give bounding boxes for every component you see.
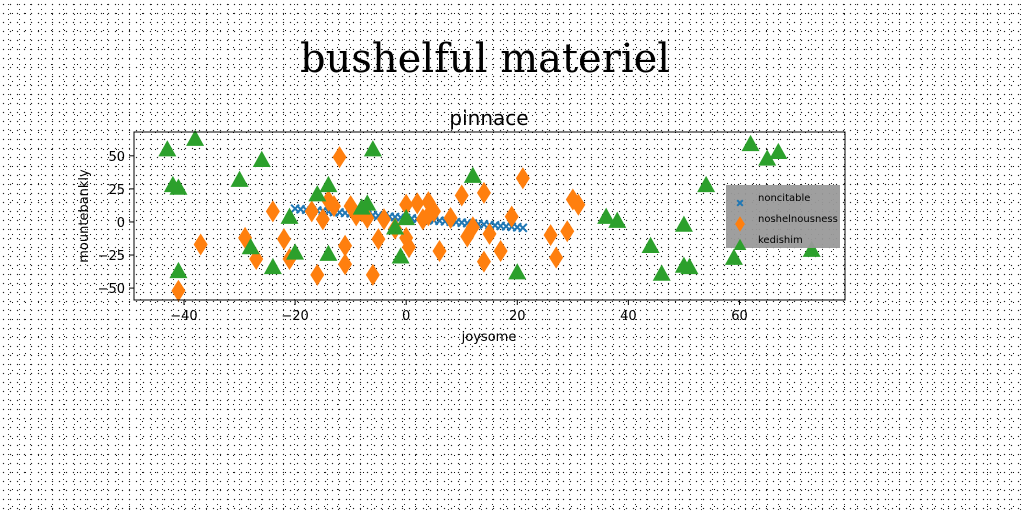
x-tick-label: 0 bbox=[402, 309, 410, 324]
data-point-kedishim bbox=[186, 129, 205, 146]
data-point-kedishim bbox=[263, 257, 282, 275]
data-point-noshelnousness bbox=[443, 206, 458, 229]
legend-marker-kedishim bbox=[733, 238, 747, 251]
legend-label: noncitable bbox=[758, 193, 810, 204]
y-tick-label: 50 bbox=[108, 150, 125, 165]
data-point-noshelnousness bbox=[276, 228, 291, 251]
data-point-kedishim bbox=[252, 150, 271, 167]
data-point-kedishim bbox=[724, 248, 743, 265]
data-point-noshelnousness bbox=[338, 234, 353, 257]
data-point-noshelnousness bbox=[310, 263, 325, 286]
data-point-noshelnousness bbox=[371, 228, 386, 251]
data-point-noshelnousness bbox=[560, 220, 575, 243]
data-point-kedishim bbox=[319, 244, 338, 261]
legend-label: noshelnousness bbox=[758, 214, 838, 225]
data-point-kedishim bbox=[280, 207, 299, 224]
x-axis: −40 −20 0 20 40 60 bbox=[170, 300, 748, 324]
data-point-noshelnousness bbox=[401, 236, 416, 259]
data-point-kedishim bbox=[363, 140, 382, 157]
legend: noncitable noshelnousness kedishim bbox=[726, 185, 840, 251]
data-point-noshelnousness bbox=[193, 233, 208, 256]
data-point-noshelnousness bbox=[376, 208, 391, 231]
x-axis-label: joysome bbox=[461, 330, 517, 345]
data-point-kedishim bbox=[674, 215, 693, 232]
data-point-kedishim bbox=[386, 218, 405, 235]
data-point-noshelnousness bbox=[171, 279, 186, 302]
data-point-noshelnousness bbox=[476, 181, 491, 204]
y-tick-label: 0 bbox=[117, 216, 125, 231]
data-point-noshelnousness bbox=[482, 222, 497, 245]
data-point-kedishim bbox=[391, 247, 410, 264]
x-tick-label: −40 bbox=[170, 309, 197, 324]
data-point-noshelnousness bbox=[338, 253, 353, 276]
data-point-kedishim bbox=[697, 175, 716, 193]
data-point-noshelnousness bbox=[493, 240, 508, 263]
data-point-noshelnousness bbox=[365, 263, 380, 286]
y-tick-label: 25 bbox=[108, 183, 125, 198]
y-axis: −50 −25 0 25 50 bbox=[98, 150, 134, 297]
data-point-noshelnousness bbox=[571, 193, 586, 216]
data-point-kedishim bbox=[241, 238, 260, 255]
data-point-noshelnousness bbox=[465, 216, 480, 239]
data-point-kedishim bbox=[319, 175, 338, 193]
figure-suptitle: bushelful materiel bbox=[300, 36, 671, 82]
data-point-noshelnousness bbox=[410, 192, 425, 215]
data-point-noshelnousness bbox=[304, 200, 319, 223]
x-tick-label: 40 bbox=[620, 309, 637, 324]
data-point-kedishim bbox=[608, 211, 627, 228]
data-point-noshelnousness bbox=[476, 250, 491, 273]
data-point-noshelnousness bbox=[549, 246, 564, 269]
data-point-noshelnousness bbox=[315, 208, 330, 231]
data-point-kedishim bbox=[397, 208, 416, 226]
marks-layer bbox=[158, 129, 821, 302]
x-tick-label: 60 bbox=[731, 309, 748, 324]
x-tick-label: −20 bbox=[281, 309, 308, 324]
data-point-kedishim bbox=[308, 185, 327, 202]
data-point-noshelnousness bbox=[432, 240, 447, 263]
data-point-kedishim bbox=[169, 178, 188, 195]
data-point-kedishim bbox=[802, 240, 821, 257]
data-point-kedishim bbox=[597, 207, 616, 224]
legend-marker-noncitable bbox=[736, 199, 744, 207]
legend-label: kedishim bbox=[758, 235, 803, 246]
y-tick-label: −50 bbox=[98, 282, 125, 297]
data-point-kedishim bbox=[641, 236, 660, 253]
data-point-noshelnousness bbox=[332, 146, 347, 169]
data-point-kedishim bbox=[286, 243, 305, 260]
data-point-kedishim bbox=[230, 170, 249, 187]
data-point-kedishim bbox=[158, 140, 177, 157]
data-point-kedishim bbox=[769, 142, 788, 160]
y-axis-label: mountebankly bbox=[77, 169, 92, 263]
data-point-kedishim bbox=[358, 194, 377, 211]
data-point-noncitable bbox=[518, 223, 528, 233]
legend-box bbox=[726, 185, 840, 248]
y-tick-label: −25 bbox=[98, 249, 125, 264]
data-point-noshelnousness bbox=[265, 200, 280, 223]
data-point-kedishim bbox=[652, 264, 671, 281]
data-point-kedishim bbox=[758, 149, 777, 166]
data-point-kedishim bbox=[463, 166, 482, 183]
legend-marker-noshelnousness bbox=[735, 216, 745, 232]
data-point-noshelnousness bbox=[454, 184, 469, 207]
data-point-kedishim bbox=[508, 263, 527, 280]
data-point-noshelnousness bbox=[515, 167, 530, 190]
data-point-noshelnousness bbox=[504, 205, 519, 228]
data-point-kedishim bbox=[680, 257, 699, 275]
chart-title: pinnace bbox=[449, 106, 528, 130]
data-point-noshelnousness bbox=[326, 195, 341, 218]
data-point-kedishim bbox=[741, 134, 760, 152]
plot-frame bbox=[133, 131, 846, 301]
data-point-noshelnousness bbox=[426, 200, 441, 223]
data-point-noshelnousness bbox=[543, 224, 558, 247]
data-point-kedishim bbox=[169, 261, 188, 279]
data-point-noshelnousness bbox=[399, 193, 414, 216]
x-tick-label: 20 bbox=[509, 309, 526, 324]
